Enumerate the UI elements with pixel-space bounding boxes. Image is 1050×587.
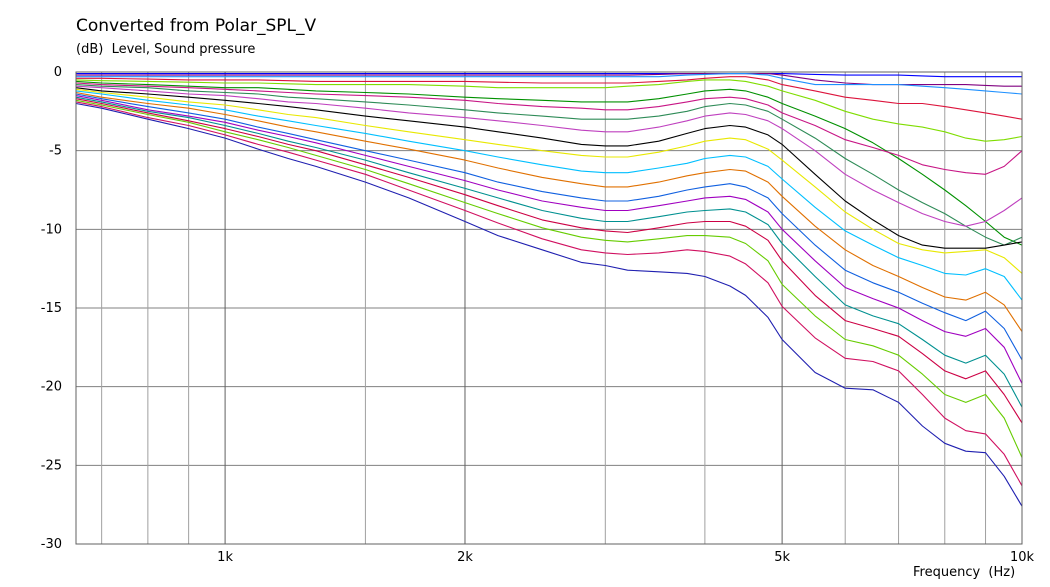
series-line-12 <box>75 88 1023 274</box>
series-line-17 <box>75 96 1023 408</box>
x-tick-label: 5k <box>774 550 790 565</box>
plot-border <box>75 71 1023 545</box>
y-tick-label: -15 <box>41 301 62 316</box>
x-tick-label: 2k <box>457 550 473 565</box>
series-line-6 <box>75 79 1023 142</box>
series-lines <box>75 71 1023 507</box>
x-tick-label: 1k <box>217 550 233 565</box>
series-line-2 <box>76 73 1022 78</box>
y-tick-label: -10 <box>41 222 62 237</box>
series-line-15 <box>75 93 1023 361</box>
series-line-19 <box>75 99 1023 458</box>
series-line-20 <box>75 101 1023 487</box>
y-tick-label: 0 <box>54 65 62 80</box>
y-tick-label: -20 <box>41 380 62 395</box>
plot-frame <box>75 71 1023 545</box>
series-line-21 <box>75 102 1023 507</box>
series-line-14 <box>75 91 1023 332</box>
series-line-8 <box>75 82 1023 175</box>
series-line-10 <box>75 85 1023 227</box>
series-line-11 <box>75 87 1023 249</box>
series-line-3 <box>76 73 1022 87</box>
series-line-7 <box>75 80 1023 246</box>
series-line-13 <box>75 90 1023 301</box>
series-line-18 <box>75 98 1023 424</box>
x-axis-label: Frequency (Hz) <box>913 565 1016 580</box>
y-tick-label: -5 <box>49 144 62 159</box>
series-line-16 <box>75 95 1023 384</box>
tick-labels: 0 -5 -10 -15 -20 -25 -30 1k 2k 5k 10k <box>41 65 1035 565</box>
grid <box>76 71 1023 545</box>
y-tick-label: -30 <box>41 537 62 552</box>
x-tick-label: 10k <box>1010 550 1035 565</box>
y-axis-label: (dB) Level, Sound pressure <box>76 42 256 57</box>
series-line-5 <box>76 76 1023 120</box>
chart-title: Converted from Polar_SPL_V <box>76 16 317 36</box>
series-line-4 <box>76 73 1023 95</box>
series-line-9 <box>75 84 1023 246</box>
y-tick-label: -25 <box>41 458 62 473</box>
